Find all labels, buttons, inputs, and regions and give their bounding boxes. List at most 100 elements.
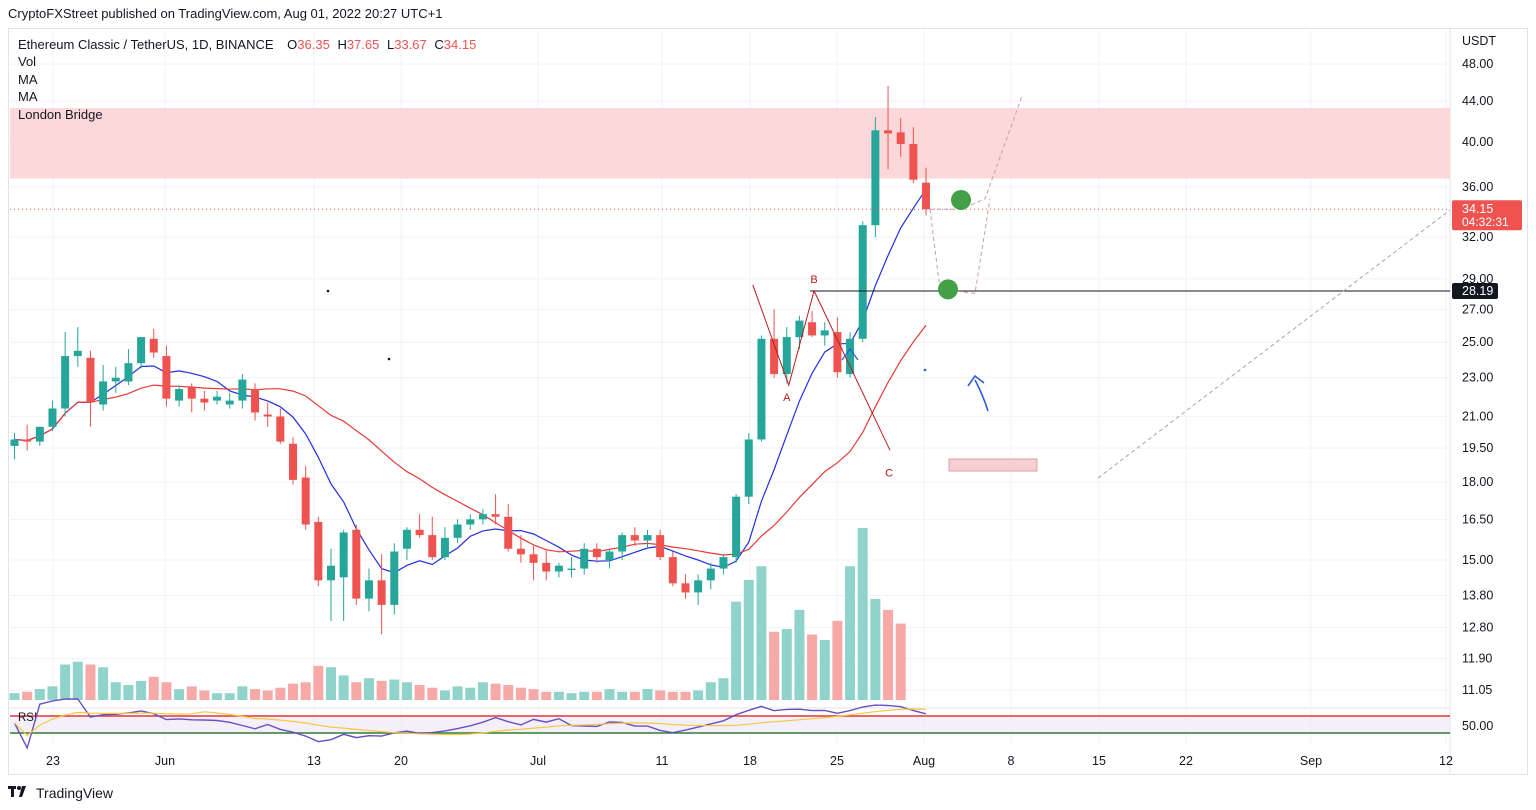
candle-body [808,322,817,336]
rsi-pane: RSI 50.00 [10,698,1493,750]
candle [352,524,361,605]
indicator-ma-2[interactable]: MA [18,89,38,105]
candle [618,532,627,560]
candle [124,349,133,386]
candle [922,167,931,216]
close-label: C [434,37,444,52]
candle-body [61,356,70,409]
candle [795,315,804,350]
candle [529,545,538,581]
price-tick-label: 13.80 [1462,589,1493,603]
symbol-name[interactable]: Ethereum Classic / TetherUS, 1D, BINANCE [18,37,274,52]
candle-body [339,532,348,578]
candle [339,529,348,621]
candle [630,527,639,546]
candle-body [352,529,361,599]
volume-bar [667,691,678,700]
candle [364,568,373,612]
currency-label: USDT [1462,34,1496,48]
volume-bar [60,664,71,700]
bounce-arrow-icon [967,374,989,412]
footer: TradingView [8,784,113,801]
high-value: 37.65 [346,37,380,52]
candle-body [428,535,437,558]
volume-bar [452,686,463,700]
candle [782,327,791,384]
volume-bar [351,682,362,700]
volume-bar [870,598,881,700]
candle-body [162,356,171,399]
candle [23,424,32,451]
candle-body [618,535,627,552]
price-tick-label: 11.05 [1462,683,1492,697]
date-tick-label: 18 [743,754,757,768]
candle-body [73,350,82,357]
candle [61,332,70,417]
mini-arrow-icon [841,347,859,361]
date-tick-label: 25 [830,754,844,768]
price-tick-label: 15.00 [1462,553,1493,567]
volume-bar [161,682,172,700]
date-tick-label: 11 [656,754,669,768]
candle-body [744,439,753,497]
candle-body [896,132,905,144]
volume-bar [85,664,96,700]
volume-bar [338,675,349,700]
level-value: 28.19 [1462,284,1493,298]
price-tick-label: 25.00 [1462,335,1493,349]
candle [820,322,829,346]
candle-body [656,535,665,558]
candle-body [187,387,196,399]
drawings: A B C [10,96,1451,479]
resistance-zone [10,108,1450,179]
volume-bar [174,689,185,700]
candle-body [706,568,715,581]
volume-bar [756,566,767,700]
indicator-london-bridge[interactable]: London Bridge [18,106,103,122]
indicator-ma-1[interactable]: MA [18,71,38,87]
volume-bar [515,687,526,700]
candle-body [909,143,918,180]
volume-bar [199,690,210,700]
price-tick-label: 19.50 [1462,441,1493,455]
candle [377,554,386,635]
candle-body [200,398,209,403]
date-tick-label: 12 [1439,754,1453,768]
candle-body [922,182,931,210]
indicator-vol[interactable]: Vol [18,54,37,70]
volume-bar [845,566,856,700]
candle [744,433,753,505]
price-tick-label: 36.00 [1462,180,1493,194]
wave-label-b: B [810,274,817,286]
candle [681,574,690,599]
candle [73,327,82,367]
volume-bar [604,689,615,700]
candle [440,527,449,560]
volume-bar [465,687,476,700]
date-tick-label: 20 [394,754,408,768]
candle-body [516,548,525,555]
volume-bar [591,691,602,700]
candle-body [402,529,411,549]
dot-marker [923,368,927,372]
candle [428,516,437,560]
volume-bar [363,678,374,700]
candle [263,402,272,427]
volume-bar [680,691,691,700]
last-price-value: 34.15 [1462,202,1493,216]
price-tick-label: 29.00 [1462,272,1493,286]
tradingview-brand[interactable]: TradingView [36,784,114,801]
trend-projection-line [1097,209,1451,479]
candle [200,390,209,411]
candle [99,364,108,411]
price-tick-label: 40.00 [1462,135,1493,149]
rsi-ma-line [14,708,927,737]
dot-marker [387,357,391,361]
candle [390,543,399,615]
candle [289,437,298,485]
candle-body [440,537,449,558]
price-tick-label: 18.00 [1462,475,1493,489]
candle-body [668,557,677,584]
candle-body [884,130,893,134]
